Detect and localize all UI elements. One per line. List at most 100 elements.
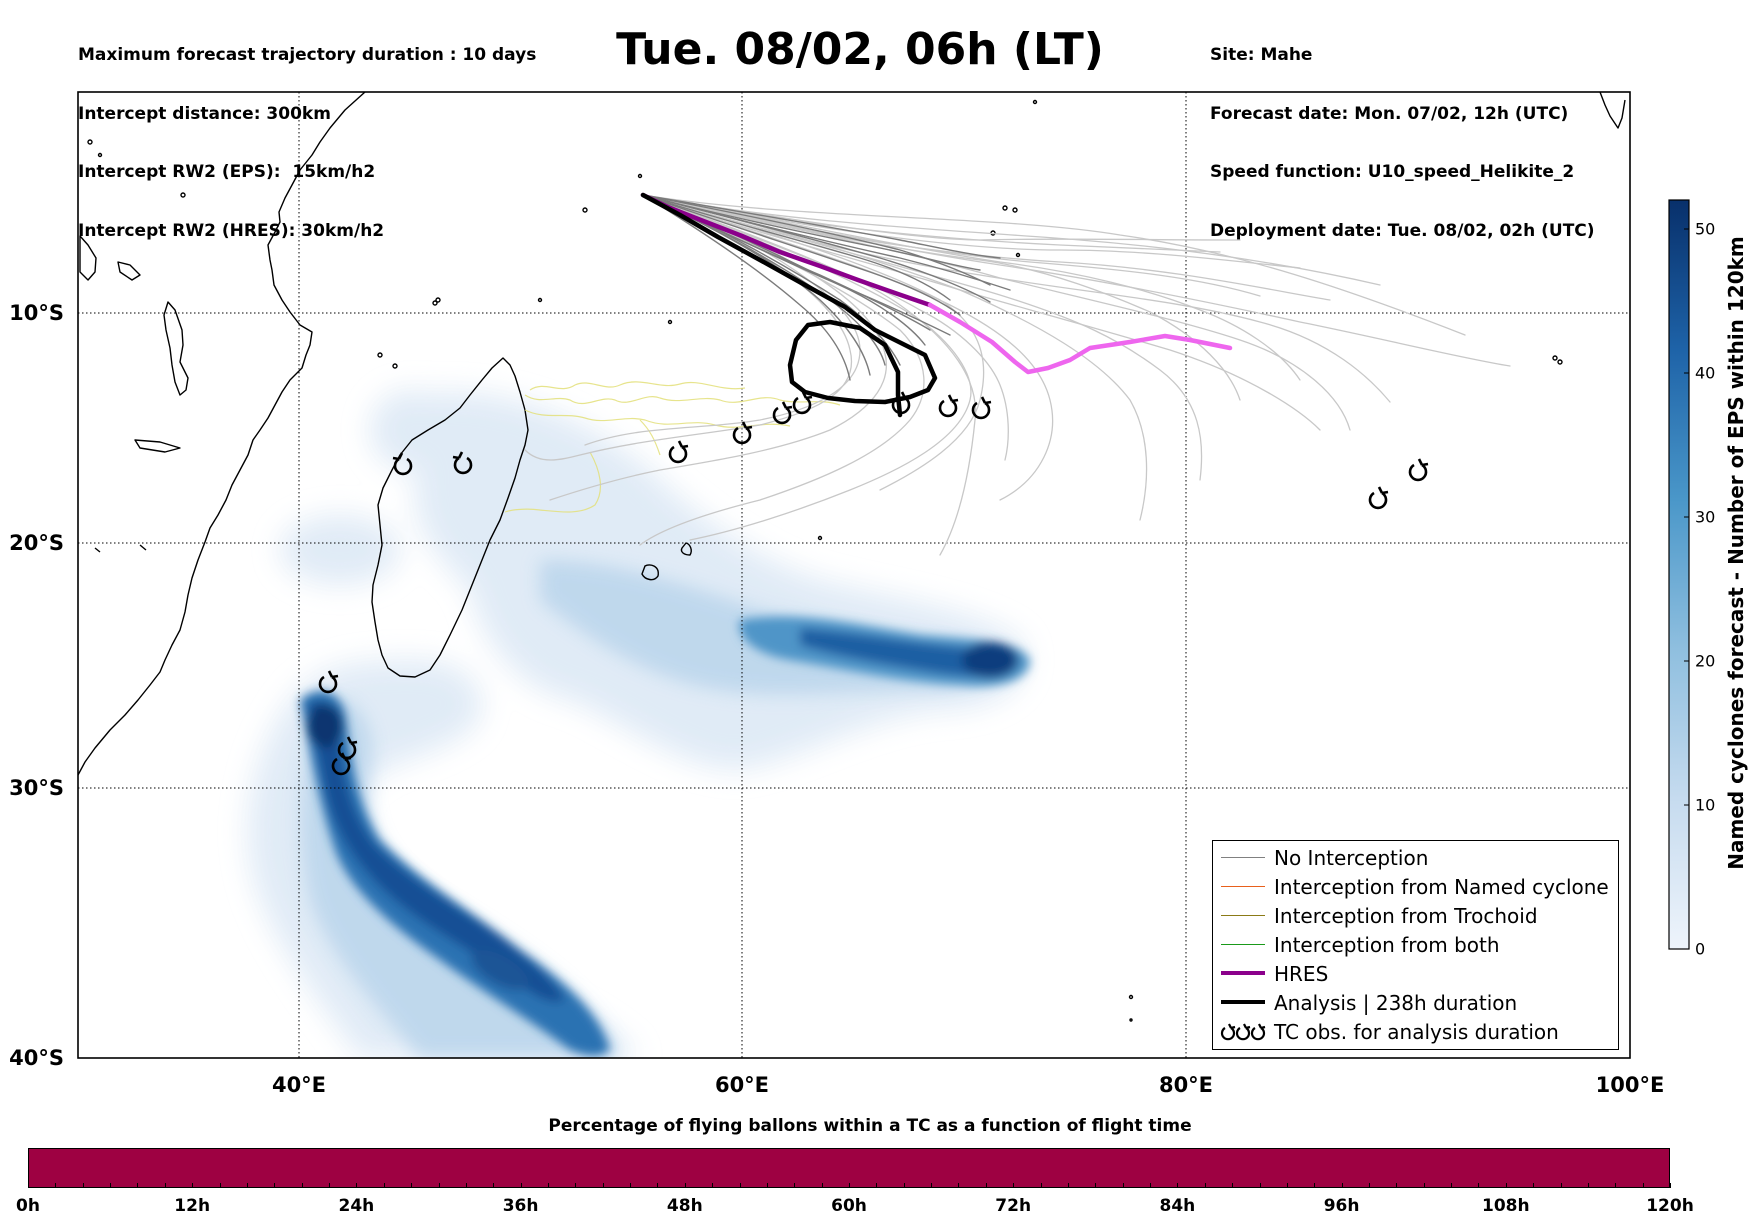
legend-label: Interception from both	[1274, 933, 1500, 957]
lon-label: 100°E	[1595, 1073, 1665, 1097]
timebar-tick-mark	[739, 1183, 741, 1188]
header-left-line: Maximum forecast trajectory duration : 1…	[78, 45, 537, 65]
timebar-tick-mark	[1150, 1183, 1152, 1188]
tc-obs-icon	[891, 391, 912, 415]
tc-obs-icon	[331, 752, 352, 776]
map-frame	[77, 91, 1631, 1059]
island-coastline	[637, 173, 643, 179]
timebar-tick-label: 24h	[338, 1196, 375, 1216]
legend-label: No Interception	[1274, 846, 1429, 870]
island-coastline	[1032, 99, 1038, 105]
lat-label: 40°S	[9, 1046, 64, 1070]
timebar-tick-label: 84h	[1159, 1196, 1196, 1216]
tc-obs-icon	[938, 394, 959, 418]
tc-obs-icon	[971, 396, 992, 420]
legend-swatch	[1221, 886, 1265, 887]
timebar-tick-mark	[219, 1183, 221, 1188]
tc-obs-icon	[792, 391, 813, 415]
timebar-tick-mark	[28, 1183, 29, 1188]
timebar-tick-mark	[301, 1183, 303, 1188]
timebar-tick-mark	[1259, 1183, 1261, 1188]
timebar-tick-mark	[1177, 1183, 1179, 1188]
trochoid-traces	[504, 381, 841, 513]
tc-obs-icon	[772, 401, 793, 425]
timebar-tick-mark	[1286, 1183, 1288, 1188]
timebar-tick-mark	[55, 1183, 57, 1188]
timebar-tick-mark	[383, 1183, 385, 1188]
timebar-tick-mark	[1368, 1183, 1370, 1188]
timebar-tick-mark	[712, 1183, 714, 1188]
tc-obs-icon	[318, 670, 339, 694]
coastlines	[78, 92, 1626, 1022]
legend-swatch	[1221, 944, 1265, 945]
timebar-tick-label: 60h	[831, 1196, 867, 1216]
legend-label: TC obs. for analysis duration	[1274, 1020, 1559, 1044]
legend-item-analysis: Analysis | 238h duration	[1213, 988, 1618, 1017]
island-coastline	[1557, 359, 1563, 365]
timebar-tick-label: 48h	[666, 1196, 703, 1216]
timebar-tick-label: 12h	[174, 1196, 211, 1216]
timebar-tick-mark	[794, 1183, 796, 1188]
cyclone-density-field	[248, 390, 1030, 1058]
timebar-tick-mark	[438, 1183, 440, 1188]
hres-trajectory	[640, 192, 1233, 375]
timebar	[28, 1148, 1670, 1188]
timebar-tick-mark	[1095, 1183, 1097, 1188]
tc-obs-icon	[1220, 1023, 1266, 1041]
timebar-tick-mark	[849, 1183, 850, 1188]
island-coastline	[139, 544, 147, 551]
island-coastline	[94, 547, 101, 553]
header-right-line: Site: Mahe	[1210, 45, 1313, 65]
madagascar-coastline	[371, 357, 529, 678]
lake-coastline	[117, 261, 141, 281]
legend-item-no-interception: No Interception	[1213, 843, 1618, 872]
legend-item-named-cyclone: Interception from Named cyclone	[1213, 872, 1618, 901]
timebar-tick-mark	[164, 1183, 166, 1188]
lat-label: 10°S	[9, 301, 64, 325]
timebar-tick-mark	[684, 1183, 686, 1188]
timebar-tick-mark	[821, 1183, 823, 1188]
timebar-tick-mark	[985, 1183, 987, 1188]
lon-label: 40°E	[271, 1073, 327, 1097]
header-left-line: Intercept RW2 (EPS): 15km/h2	[78, 162, 376, 182]
timebar-tick-label: 108h	[1482, 1196, 1530, 1216]
island-coastline	[641, 564, 659, 581]
tc-obs-icon	[392, 452, 413, 476]
timebar-tick-mark	[329, 1183, 331, 1188]
timebar-tick-mark	[1232, 1183, 1234, 1188]
timebar-tick-mark	[903, 1183, 905, 1188]
timebar-tick-mark	[876, 1183, 878, 1188]
legend-item-trochoid: Interception from Trochoid	[1213, 901, 1618, 930]
timebar-tick-label: 0h	[16, 1196, 40, 1216]
colorbar-tick-label: 10	[1695, 795, 1716, 815]
timebar-tick-mark	[547, 1183, 549, 1188]
legend-label: Analysis | 238h duration	[1274, 991, 1518, 1015]
island-coastline	[1128, 994, 1134, 1000]
timebar-tick-mark	[1314, 1183, 1316, 1188]
timebar-tick-mark	[1040, 1183, 1042, 1188]
lat-label: 20°S	[9, 531, 64, 555]
colorbar	[1668, 199, 1690, 950]
timebar-tick-label: 72h	[995, 1196, 1032, 1216]
timebar-tick-mark	[1013, 1183, 1015, 1188]
island-coastline	[1552, 355, 1558, 361]
timebar-tick-mark	[1204, 1183, 1206, 1188]
timebar-tick-mark	[274, 1183, 276, 1188]
timebar-tick-label: 120h	[1646, 1196, 1694, 1216]
header-right-line: Speed function: U10_speed_Helikite_2	[1210, 162, 1575, 182]
island-coastline	[392, 363, 398, 369]
timebar-tick-mark	[465, 1183, 467, 1188]
island-coastline	[97, 152, 103, 158]
timebar-tick-mark	[1122, 1183, 1124, 1188]
island-coastline	[180, 192, 186, 198]
legend-item-both: Interception from both	[1213, 930, 1618, 959]
timebar-tick-mark	[1505, 1183, 1507, 1188]
timebar-tick-mark	[766, 1183, 768, 1188]
lake-coastline	[134, 439, 181, 453]
timebar-tick-label: 36h	[502, 1196, 539, 1216]
island-coastline	[667, 319, 673, 325]
timebar-tick-mark	[82, 1183, 84, 1188]
colorbar-tick-label: 0	[1695, 939, 1706, 959]
timebar-tick-mark	[602, 1183, 604, 1188]
